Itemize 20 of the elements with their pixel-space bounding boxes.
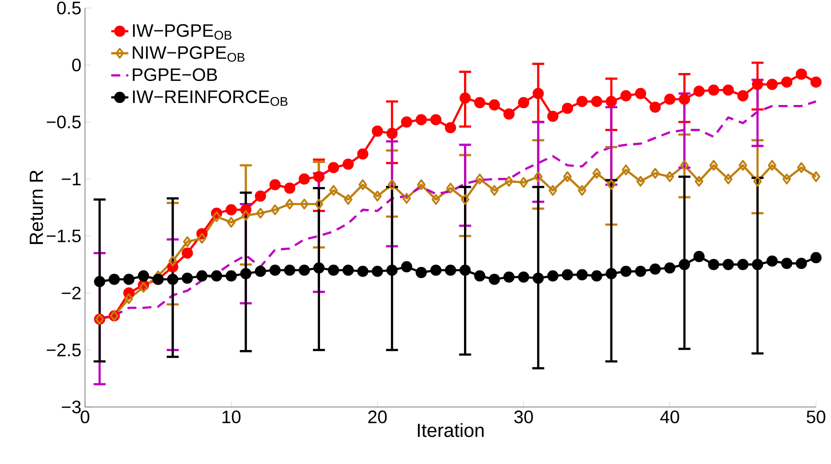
legend-label: NIW−PGPE$_{OB}$	[132, 46, 244, 62]
y-tick-label: 0.5	[57, 2, 81, 14]
x-axis-title: Iteration	[418, 423, 484, 438]
y-tick-label: −1	[62, 172, 81, 186]
x-tick-label: 20	[368, 410, 387, 424]
y-tick-label: −2.5	[46, 344, 81, 356]
y-tick-label: −1.5	[46, 230, 81, 242]
legend-label: IW−PGPE$_{OB}$	[133, 24, 232, 40]
x-tick-label: 50	[806, 410, 826, 424]
x-tick-label: 40	[660, 410, 680, 424]
x-tick-label: 30	[514, 410, 533, 424]
y-axis-title: Return R	[30, 170, 44, 244]
y-tick-label: −0.5	[46, 116, 81, 128]
x-tick-label: 0	[80, 410, 90, 424]
y-tick-label: 0	[72, 58, 81, 72]
legend-label: PGPE−OB	[132, 68, 217, 82]
y-tick-label: −2	[62, 286, 81, 300]
x-tick-label: 10	[222, 410, 241, 424]
legend-label: IW−REINFORCE$_{OB}$	[133, 90, 288, 106]
y-tick-label: −3	[62, 400, 81, 414]
